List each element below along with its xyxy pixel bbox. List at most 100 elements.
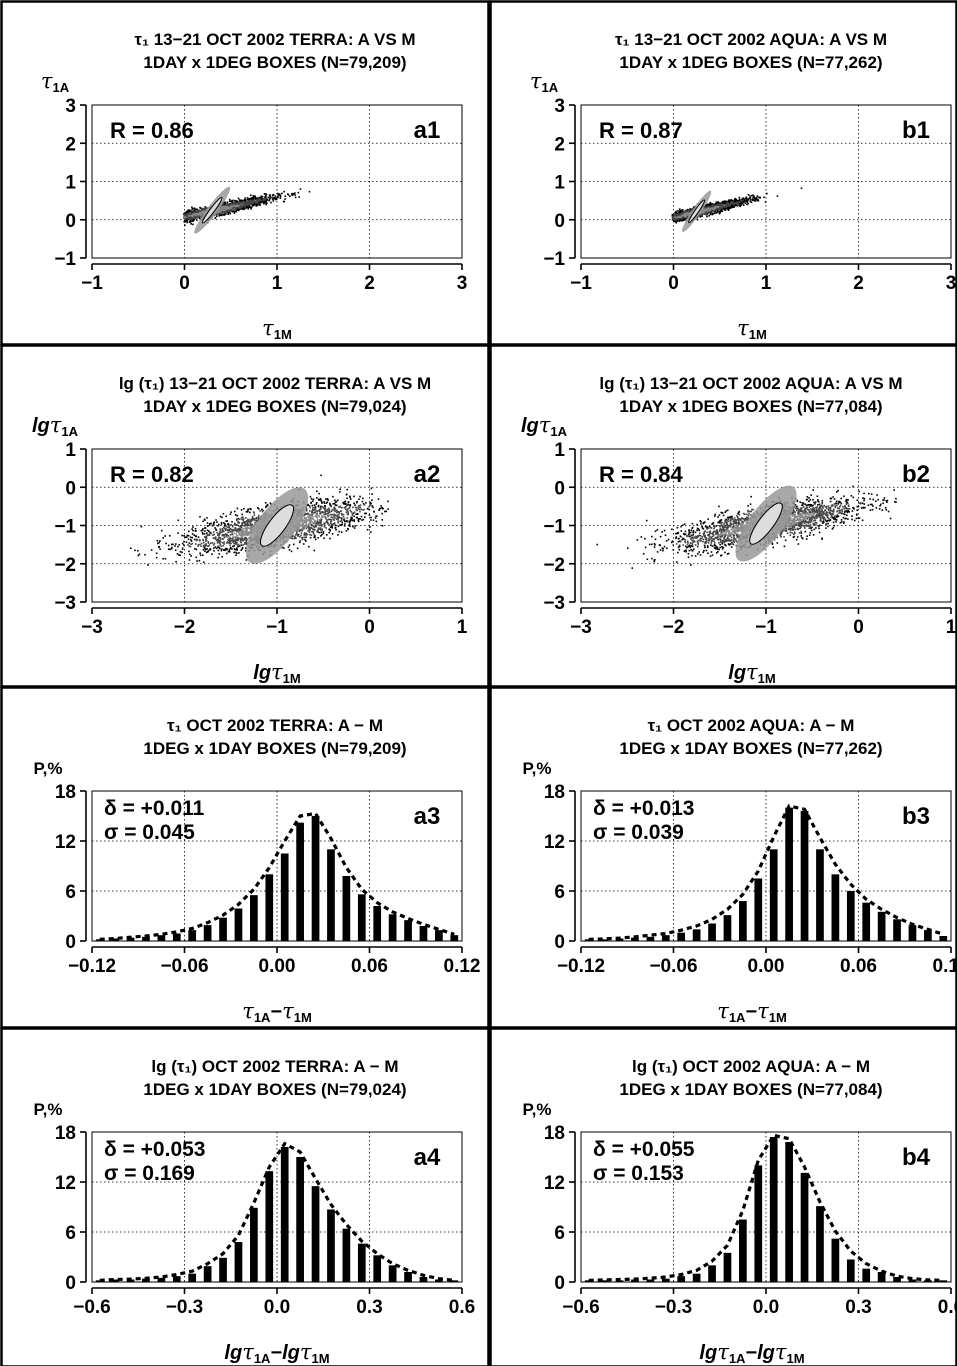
scatter-point bbox=[713, 209, 715, 212]
scatter-point bbox=[754, 197, 756, 200]
scatter-point bbox=[709, 213, 712, 216]
scatter-point bbox=[741, 200, 744, 203]
scatter-point bbox=[734, 197, 736, 200]
scatter-point bbox=[184, 218, 186, 221]
scatter-point bbox=[229, 206, 231, 209]
scatter-point bbox=[208, 544, 211, 546]
scatter-point bbox=[257, 200, 260, 203]
scatter-point bbox=[226, 203, 229, 206]
scatter-point bbox=[215, 519, 217, 521]
scatter-point bbox=[185, 536, 188, 539]
scatter-point bbox=[722, 204, 724, 207]
scatter-point bbox=[184, 224, 186, 226]
scatter-point bbox=[305, 524, 307, 526]
scatter-point bbox=[233, 540, 235, 542]
scatter-point bbox=[336, 514, 339, 517]
scatter-point bbox=[220, 521, 223, 524]
scatter-point bbox=[196, 219, 198, 221]
scatter-point bbox=[738, 204, 740, 207]
y-tick-label: 2 bbox=[554, 134, 565, 155]
scatter-point bbox=[324, 516, 327, 519]
scatter-point bbox=[261, 199, 264, 201]
scatter-point bbox=[707, 211, 710, 213]
scatter-point bbox=[223, 210, 226, 213]
scatter-point bbox=[715, 206, 718, 208]
y-tick-label: 0 bbox=[65, 211, 76, 232]
scatter-point bbox=[268, 199, 271, 201]
scatter-point bbox=[231, 203, 234, 206]
plot-frame bbox=[580, 104, 952, 259]
scatter-point bbox=[300, 524, 302, 527]
scatter-point bbox=[284, 195, 287, 197]
scatter-point bbox=[246, 527, 249, 530]
scatter-point bbox=[323, 515, 325, 518]
scatter-point bbox=[229, 207, 231, 210]
scatter-point bbox=[240, 539, 243, 542]
scatter-point bbox=[714, 210, 717, 213]
scatter-point bbox=[726, 205, 729, 207]
scatter-point bbox=[336, 516, 339, 519]
scatter-point bbox=[357, 520, 360, 523]
scatter-point bbox=[201, 210, 204, 213]
scatter-point bbox=[336, 515, 338, 518]
scatter-point bbox=[707, 208, 710, 211]
scatter-point bbox=[242, 204, 244, 207]
scatter-point bbox=[717, 211, 719, 213]
scatter-point bbox=[358, 508, 361, 511]
scatter-point bbox=[177, 532, 179, 534]
scatter-point bbox=[316, 516, 318, 518]
scatter-point bbox=[708, 204, 711, 207]
scatter-point bbox=[247, 532, 249, 535]
x-axis-label: τ1M​ bbox=[737, 316, 767, 342]
scatter-point bbox=[189, 212, 191, 215]
scatter-point bbox=[682, 212, 685, 215]
scatter-point bbox=[246, 206, 249, 208]
scatter-point bbox=[227, 211, 230, 214]
scatter-point bbox=[196, 213, 198, 215]
scatter-point bbox=[319, 509, 321, 511]
scatter-point bbox=[240, 534, 243, 537]
scatter-point bbox=[348, 523, 351, 526]
scatter-point bbox=[207, 545, 210, 548]
scatter-point bbox=[237, 543, 240, 546]
scatter-point bbox=[230, 523, 233, 526]
scatter-point bbox=[755, 196, 758, 199]
scatter-point bbox=[201, 529, 204, 531]
scatter-point bbox=[264, 502, 267, 504]
scatter-point bbox=[226, 205, 228, 208]
scatter-point bbox=[219, 515, 222, 518]
scatter-point bbox=[213, 542, 216, 545]
scatter-point bbox=[722, 200, 725, 203]
scatter-point bbox=[674, 220, 676, 223]
scatter-point bbox=[242, 528, 245, 530]
scatter-point bbox=[224, 524, 226, 526]
scatter-point bbox=[314, 508, 317, 510]
scatter-point bbox=[347, 510, 349, 513]
scatter-point bbox=[685, 216, 687, 219]
scatter-point bbox=[738, 196, 741, 199]
scatter-point bbox=[243, 208, 246, 211]
scatter-point bbox=[224, 202, 226, 205]
scatter-point bbox=[204, 527, 207, 529]
scatter-point bbox=[312, 522, 315, 525]
scatter-point bbox=[189, 216, 192, 218]
scatter-point bbox=[260, 195, 263, 197]
scatter-point bbox=[230, 511, 232, 513]
scatter-point bbox=[191, 210, 193, 213]
scatter-point bbox=[249, 529, 252, 531]
scatter-point bbox=[726, 207, 729, 210]
scatter-point bbox=[204, 206, 207, 208]
scatter-point bbox=[196, 216, 198, 219]
scatter-point bbox=[226, 209, 229, 212]
scatter-point bbox=[199, 214, 202, 217]
scatter-point bbox=[218, 546, 220, 549]
scatter-point bbox=[239, 518, 241, 520]
scatter-point bbox=[243, 202, 245, 204]
scatter-point bbox=[241, 208, 243, 210]
scatter-point bbox=[306, 520, 308, 522]
scatter-point bbox=[284, 198, 286, 200]
scatter-point bbox=[365, 502, 367, 504]
scatter-point bbox=[722, 207, 725, 210]
scatter-point bbox=[242, 518, 245, 520]
scatter-point bbox=[715, 207, 718, 210]
